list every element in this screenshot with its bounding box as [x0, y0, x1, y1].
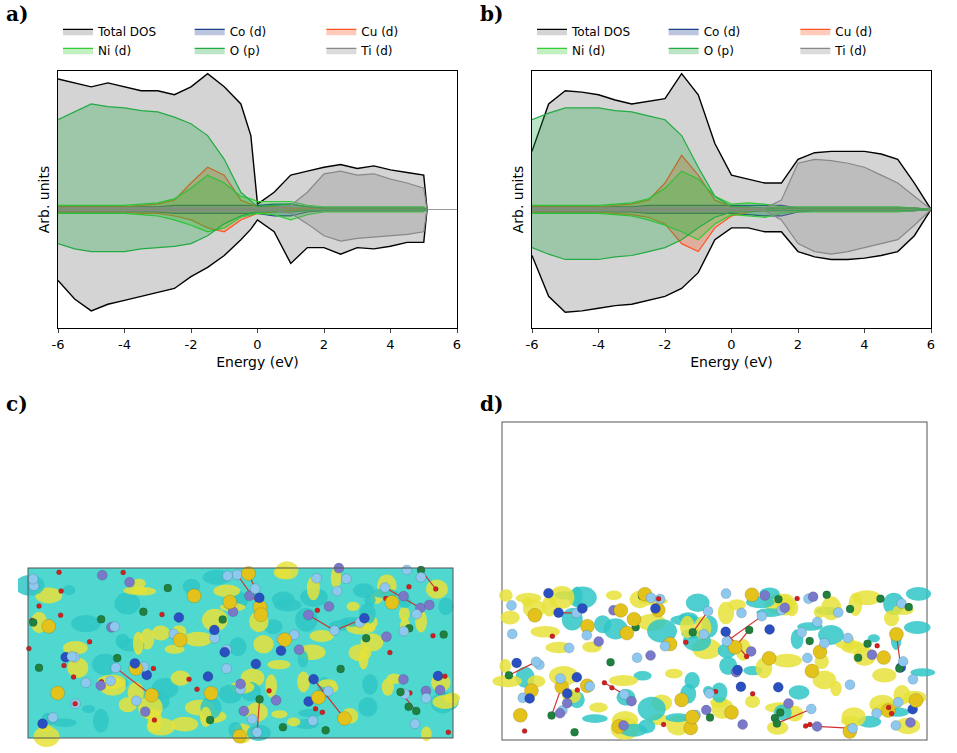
html-text:a): a)	[6, 2, 29, 26]
svg-text:-6: -6	[526, 337, 539, 352]
svg-text:Co (d): Co (d)	[230, 25, 267, 39]
svg-text:Co (d): Co (d)	[704, 25, 741, 39]
svg-text:4: 4	[386, 337, 394, 352]
svg-text:Energy (eV): Energy (eV)	[690, 354, 773, 370]
svg-text:Total DOS: Total DOS	[571, 25, 630, 39]
svg-text:Energy (eV): Energy (eV)	[216, 354, 299, 370]
svg-text:-2: -2	[185, 337, 198, 352]
svg-text:6: 6	[927, 337, 935, 352]
svg-text:Arb. units: Arb. units	[510, 166, 526, 234]
svg-text:Ti (d): Ti (d)	[834, 44, 866, 58]
svg-text:Ni (d): Ni (d)	[572, 44, 605, 58]
svg-text:2: 2	[320, 337, 328, 352]
svg-text:Ti (d): Ti (d)	[360, 44, 392, 58]
svg-text:O (p): O (p)	[704, 44, 734, 58]
svg-text:Arb. units: Arb. units	[36, 166, 52, 234]
svg-text:Total DOS: Total DOS	[97, 25, 156, 39]
svg-text:O (p): O (p)	[230, 44, 260, 58]
html-text:c): c)	[6, 392, 28, 416]
svg-text:4: 4	[860, 337, 868, 352]
svg-text:Cu (d): Cu (d)	[361, 25, 398, 39]
html-text:d): d)	[480, 392, 504, 416]
svg-text:Ni (d): Ni (d)	[98, 44, 131, 58]
svg-text:6: 6	[453, 337, 461, 352]
svg-text:-4: -4	[592, 337, 605, 352]
svg-text:Cu (d): Cu (d)	[835, 25, 872, 39]
svg-text:-6: -6	[52, 337, 65, 352]
svg-text:0: 0	[727, 337, 735, 352]
svg-text:2: 2	[794, 337, 802, 352]
svg-text:0: 0	[253, 337, 261, 352]
svg-text:-2: -2	[659, 337, 672, 352]
html-text:b): b)	[480, 2, 504, 26]
svg-text:-4: -4	[118, 337, 131, 352]
